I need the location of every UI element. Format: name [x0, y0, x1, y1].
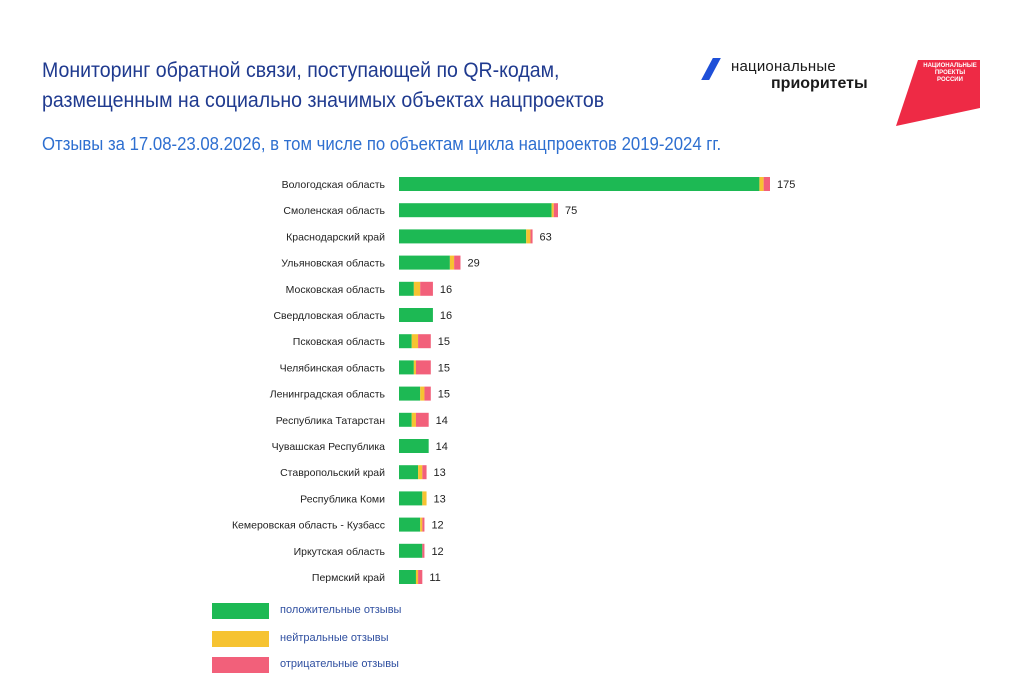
- bar-segment-negative: [454, 255, 461, 270]
- bar-segment-positive: [399, 281, 414, 296]
- bar-segment-neutral: [526, 229, 531, 244]
- bar-segment-neutral: [413, 360, 416, 375]
- category-label: Смоленская область: [283, 205, 385, 217]
- bar-segment-negative: [553, 203, 558, 218]
- category-label: Ленинградская область: [270, 389, 386, 401]
- bar-segment-negative: [420, 281, 433, 296]
- bar-total-label: 11: [429, 572, 440, 584]
- logo-line-1: национальные: [731, 58, 836, 75]
- category-label: Ставропольский край: [280, 467, 385, 479]
- category-label: Ульяновская область: [281, 258, 385, 270]
- bar-total-label: 16: [440, 284, 452, 296]
- bar-segment-neutral: [420, 517, 423, 532]
- category-label: Республика Татарстан: [276, 415, 386, 427]
- bar-segment-neutral: [420, 386, 425, 401]
- category-label: Челябинская область: [280, 362, 386, 374]
- bar-segment-positive: [399, 386, 421, 401]
- legend-label: нейтральные отзывы: [280, 632, 389, 644]
- bar-total-label: 175: [777, 179, 795, 191]
- bar-segment-neutral: [415, 570, 419, 584]
- bar-segment-neutral: [422, 491, 427, 506]
- bar-total-label: 16: [440, 310, 452, 322]
- bar-segment-positive: [399, 412, 412, 427]
- national-priorities-logo: национальные приоритеты: [701, 56, 885, 96]
- bar-segment-positive: [399, 517, 421, 532]
- category-label: Московская область: [286, 284, 386, 296]
- legend-swatch: [212, 657, 269, 673]
- bar-segment-positive: [399, 439, 429, 453]
- bar-segment-negative: [422, 517, 425, 532]
- bar-segment-negative: [424, 386, 431, 401]
- bar-segment-negative: [418, 570, 423, 584]
- legend-swatch: [212, 603, 269, 619]
- bar-total-label: 12: [431, 546, 443, 558]
- bar-segment-positive: [399, 334, 412, 349]
- bar-segment-neutral: [551, 203, 554, 218]
- legend-label: отрицательные отзывы: [280, 658, 399, 670]
- bar-segment-negative: [763, 177, 770, 191]
- bar-segment-negative: [422, 543, 425, 558]
- stacked-bar-chart: Вологодская область 175 Смоленская область…: [232, 177, 795, 584]
- bar-segment-negative: [418, 334, 431, 349]
- bar-total-label: 13: [434, 467, 446, 479]
- legend-label: положительные отзывы: [280, 604, 402, 616]
- bar-total-label: 14: [436, 415, 448, 427]
- bar-segment-negative: [422, 465, 427, 480]
- bar-segment-neutral: [413, 281, 421, 296]
- category-label: Пермский край: [312, 572, 385, 584]
- national-projects-logo-text: НАЦИОНАЛЬНЫЕ ПРОЕКТЫ РОССИИ: [923, 63, 977, 83]
- chart-subtitle: Отзывы за 17.08-23.08.2026, в том числе …: [42, 134, 722, 154]
- bar-segment-negative: [415, 412, 429, 427]
- bar-segment-positive: [399, 308, 433, 322]
- category-label: Кемеровская область - Кузбасс: [232, 520, 385, 532]
- bar-segment-positive: [399, 203, 552, 218]
- bar-total-label: 63: [540, 231, 552, 243]
- national-projects-emblem-icon: [896, 60, 980, 126]
- category-label: Свердловская область: [273, 310, 385, 322]
- bar-total-label: 29: [467, 258, 479, 270]
- logo-line-2: приоритеты: [771, 75, 868, 92]
- bar-segment-positive: [399, 465, 419, 480]
- chart-title: Мониторинг обратной связи, поступающей п…: [42, 59, 605, 112]
- bar-segment-positive: [399, 491, 423, 506]
- bar-total-label: 12: [431, 520, 443, 532]
- bar-segment-neutral: [449, 255, 455, 270]
- bar-total-label: 15: [438, 389, 450, 401]
- bar-segment-positive: [399, 570, 416, 584]
- category-label: Вологодская область: [282, 179, 386, 191]
- bar-total-label: 14: [436, 441, 448, 453]
- bar-total-label: 15: [438, 362, 450, 374]
- category-label: Иркутская область: [294, 546, 386, 558]
- bar-segment-positive: [399, 360, 414, 375]
- category-label: Краснодарский край: [286, 231, 385, 243]
- category-label: Республика Коми: [300, 493, 385, 505]
- legend-swatch: [212, 631, 269, 647]
- bar-segment-negative: [415, 360, 431, 375]
- bar-total-label: 15: [438, 336, 450, 348]
- bar-segment-neutral: [411, 334, 419, 349]
- bar-segment-positive: [399, 255, 450, 270]
- bar-segment-neutral: [418, 465, 423, 480]
- bar-total-label: 75: [565, 205, 577, 217]
- category-label: Чувашская Республика: [272, 441, 386, 453]
- bar-segment-positive: [399, 543, 423, 558]
- bar-segment-positive: [399, 229, 527, 244]
- bar-segment-neutral: [411, 412, 416, 427]
- bar-segment-neutral: [759, 177, 764, 191]
- bar-segment-negative: [530, 229, 533, 244]
- national-projects-logo: НАЦИОНАЛЬНЫЕ ПРОЕКТЫ РОССИИ: [896, 60, 980, 126]
- bar-segment-positive: [399, 177, 760, 191]
- bar-total-label: 13: [434, 493, 446, 505]
- category-label: Псковская область: [293, 336, 386, 348]
